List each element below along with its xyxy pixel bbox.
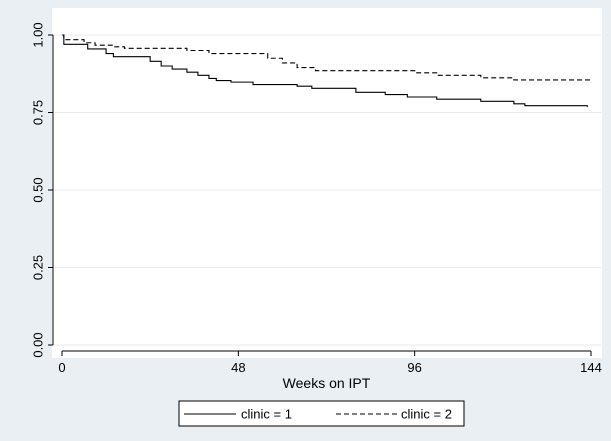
- gridlines: [53, 34, 601, 346]
- axes: 0.00 0.25 0.50 0.75 1.00 0 48 96 144: [31, 22, 602, 375]
- y-tick-label: 0.50: [31, 177, 46, 202]
- legend-label: clinic = 1: [241, 407, 292, 422]
- y-tick-label: 1.00: [31, 22, 46, 47]
- x-tick-label: 0: [58, 360, 65, 375]
- legend-box: [178, 400, 465, 427]
- y-tick-label: 0.25: [31, 255, 46, 280]
- legend: clinic = 1 clinic = 2: [178, 400, 465, 427]
- series-line: [62, 34, 592, 83]
- series-line: [62, 34, 588, 107]
- series-layer: [62, 34, 592, 107]
- legend-label: clinic = 2: [401, 407, 452, 422]
- y-tick-label: 0.00: [31, 332, 46, 357]
- x-tick-label: 48: [231, 360, 245, 375]
- x-tick-label: 96: [407, 360, 421, 375]
- y-tick-label: 0.75: [31, 100, 46, 125]
- plot-area: [52, 8, 602, 358]
- x-axis-title: Weeks on IPT: [283, 375, 371, 391]
- x-tick-label: 144: [580, 360, 602, 375]
